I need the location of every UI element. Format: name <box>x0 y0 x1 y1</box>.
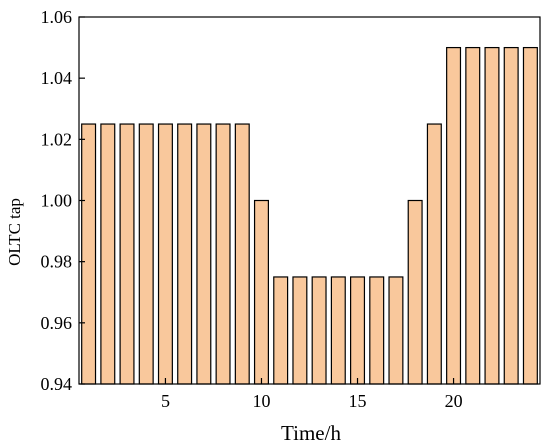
bar-hour-21 <box>465 46 481 385</box>
bar-hour-4 <box>138 123 154 385</box>
bar-hour-6 <box>177 123 193 385</box>
bar-hour-9 <box>234 123 250 385</box>
bar-hour-19 <box>426 123 442 385</box>
bar-hour-7 <box>196 123 212 385</box>
y-axis-label: OLTC tap <box>5 198 24 266</box>
x-tick-label: 5 <box>161 391 170 411</box>
bar-hour-11 <box>273 276 289 385</box>
bar-hour-16 <box>369 276 385 385</box>
bar-hour-1 <box>81 123 97 385</box>
bar-hour-5 <box>157 123 173 385</box>
y-tick-label: 0.98 <box>41 252 73 272</box>
bar-hour-3 <box>119 123 135 385</box>
y-tick-label: 0.94 <box>41 374 73 394</box>
y-tick-label: 1.04 <box>41 68 73 88</box>
bar-hour-15 <box>350 276 366 385</box>
bar-hour-8 <box>215 123 231 385</box>
bar-hour-12 <box>292 276 308 385</box>
x-axis-label: Time/h <box>281 421 341 444</box>
bar-hour-18 <box>407 199 423 385</box>
x-tick-label: 15 <box>349 391 367 411</box>
bar-hour-13 <box>311 276 327 385</box>
y-tick-label: 1.02 <box>41 129 73 149</box>
y-tick-label: 0.96 <box>41 313 73 333</box>
bar-hour-23 <box>503 46 519 385</box>
x-axis-ticks: 5 10 15 20 <box>161 378 463 411</box>
bar-hour-10 <box>253 199 269 385</box>
y-tick-label: 1.00 <box>41 191 73 211</box>
bar-hour-22 <box>484 46 500 385</box>
y-axis-ticks: 0.94 0.96 0.98 1.00 1.02 1.04 1.06 <box>41 7 85 394</box>
bars-group <box>81 46 538 385</box>
bar-hour-17 <box>388 276 404 385</box>
bar-hour-2 <box>100 123 116 385</box>
bar-hour-14 <box>330 276 346 385</box>
bar-hour-24 <box>522 46 538 385</box>
x-tick-label: 20 <box>445 391 463 411</box>
bar-hour-20 <box>446 46 462 385</box>
y-tick-label: 1.06 <box>41 7 73 27</box>
x-tick-label: 10 <box>252 391 270 411</box>
